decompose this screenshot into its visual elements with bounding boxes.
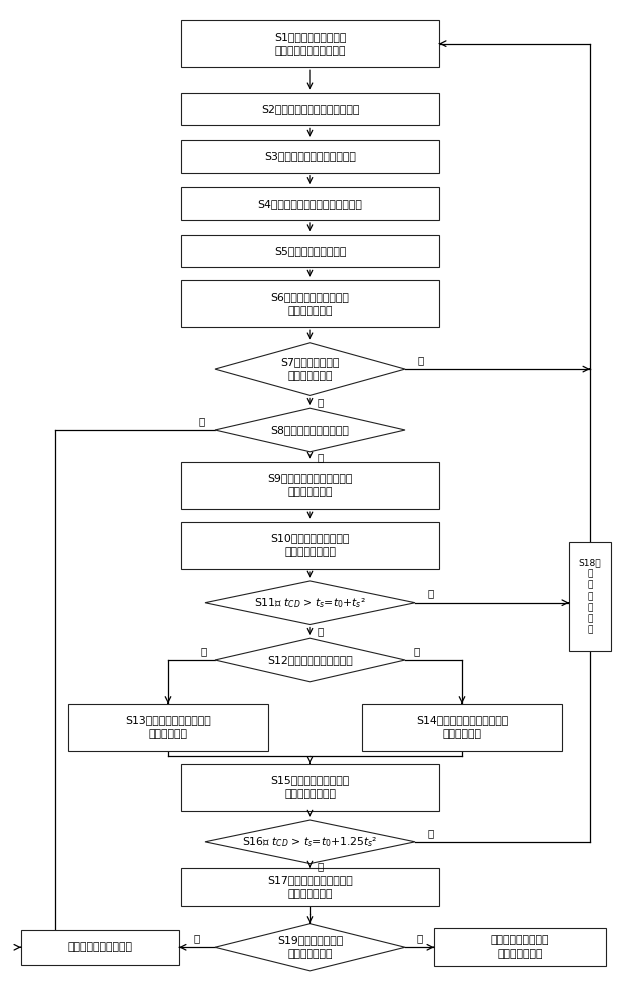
FancyBboxPatch shape: [181, 522, 439, 569]
Polygon shape: [205, 820, 415, 864]
Text: S7：初始裂纹尺寸
安全或可接受？: S7：初始裂纹尺寸 安全或可接受？: [280, 357, 340, 381]
FancyBboxPatch shape: [181, 187, 439, 220]
Text: S17：基于当前裂纹尺寸的
泄漏和断裂评定: S17：基于当前裂纹尺寸的 泄漏和断裂评定: [267, 875, 353, 899]
Text: S4：无裂纹体弹性应力分析和分类: S4：无裂纹体弹性应力分析和分类: [258, 199, 363, 209]
FancyBboxPatch shape: [68, 704, 268, 751]
Text: S6：基于初始裂纹尺寸的
泄漏和断裂评定: S6：基于初始裂纹尺寸的 泄漏和断裂评定: [271, 292, 349, 316]
Text: S12：处于稳态谓变阶段？: S12：处于稳态谓变阶段？: [267, 655, 353, 665]
Text: S18：
改
进
评
估
过
程: S18： 改 进 评 估 过 程: [578, 559, 601, 634]
Text: S16： $t_{CD}$ > $t_s$=$t_0$+1.25$t_s$²: S16： $t_{CD}$ > $t_s$=$t_0$+1.25$t_s$²: [243, 835, 378, 849]
Text: 否: 否: [318, 452, 324, 462]
FancyBboxPatch shape: [181, 140, 439, 173]
Polygon shape: [215, 924, 405, 971]
Text: 是: 是: [318, 626, 324, 636]
FancyBboxPatch shape: [181, 764, 439, 811]
Text: S15：基于当前裂纹尺寸
计算持久断裂寿命: S15：基于当前裂纹尺寸 计算持久断裂寿命: [271, 775, 350, 799]
Text: S5：裂纹表征与规则化: S5：裂纹表征与规则化: [274, 246, 346, 256]
Text: S2：确定被评定对象的评估寿命: S2：确定被评定对象的评估寿命: [261, 104, 359, 114]
FancyBboxPatch shape: [181, 93, 439, 125]
Text: S9：计算一次载荷参考应力
与应力强度因子: S9：计算一次载荷参考应力 与应力强度因子: [267, 473, 352, 497]
Text: 否: 否: [413, 646, 419, 656]
FancyBboxPatch shape: [181, 462, 439, 509]
Text: S8：免于谑变失效分析？: S8：免于谑变失效分析？: [271, 425, 349, 435]
FancyBboxPatch shape: [181, 280, 439, 327]
Polygon shape: [215, 343, 405, 395]
FancyBboxPatch shape: [569, 542, 611, 651]
FancyBboxPatch shape: [434, 928, 606, 966]
Polygon shape: [215, 638, 405, 682]
Polygon shape: [205, 581, 415, 625]
Text: 否: 否: [417, 355, 424, 365]
Text: 是: 是: [199, 416, 205, 426]
Text: S3：确定加载条件和温度历史: S3：确定加载条件和温度历史: [264, 151, 356, 161]
Text: 否: 否: [417, 933, 423, 943]
FancyBboxPatch shape: [21, 930, 179, 965]
Text: 是: 是: [201, 646, 207, 656]
Text: S1：获得被评定对象的
详细资料与材料性能数据: S1：获得被评定对象的 详细资料与材料性能数据: [274, 32, 346, 56]
FancyBboxPatch shape: [362, 704, 562, 751]
Polygon shape: [215, 408, 405, 452]
Text: 被评定对象需维修、
更换部件或退役: 被评定对象需维修、 更换部件或退役: [491, 935, 549, 959]
Text: S13：计算稳态谓变阶段的
谓变裂纹扩展: S13：计算稳态谓变阶段的 谓变裂纹扩展: [125, 715, 211, 739]
Text: 是: 是: [318, 397, 324, 407]
Text: 否: 否: [427, 828, 433, 838]
Text: 是: 是: [318, 861, 324, 871]
Text: 是: 是: [194, 933, 200, 943]
Text: S11： $t_{CD}$ > $t_s$=$t_0$+$t_s$²: S11： $t_{CD}$ > $t_s$=$t_0$+$t_s$²: [254, 596, 366, 610]
Text: S19：当前裂纹尺寸
安全或可接受？: S19：当前裂纹尺寸 安全或可接受？: [277, 935, 343, 959]
FancyBboxPatch shape: [181, 20, 439, 67]
FancyBboxPatch shape: [181, 235, 439, 267]
Text: S14：计算非稳态谓变阶段的
谓变裂纹扩展: S14：计算非稳态谓变阶段的 谓变裂纹扩展: [416, 715, 508, 739]
Text: 被评定对象可继续服役: 被评定对象可继续服役: [67, 942, 133, 952]
FancyBboxPatch shape: [181, 868, 439, 906]
Text: S10：基于初始裂纹尺寸
计算持久断裂寿命: S10：基于初始裂纹尺寸 计算持久断裂寿命: [271, 533, 350, 557]
Text: 否: 否: [427, 589, 433, 599]
